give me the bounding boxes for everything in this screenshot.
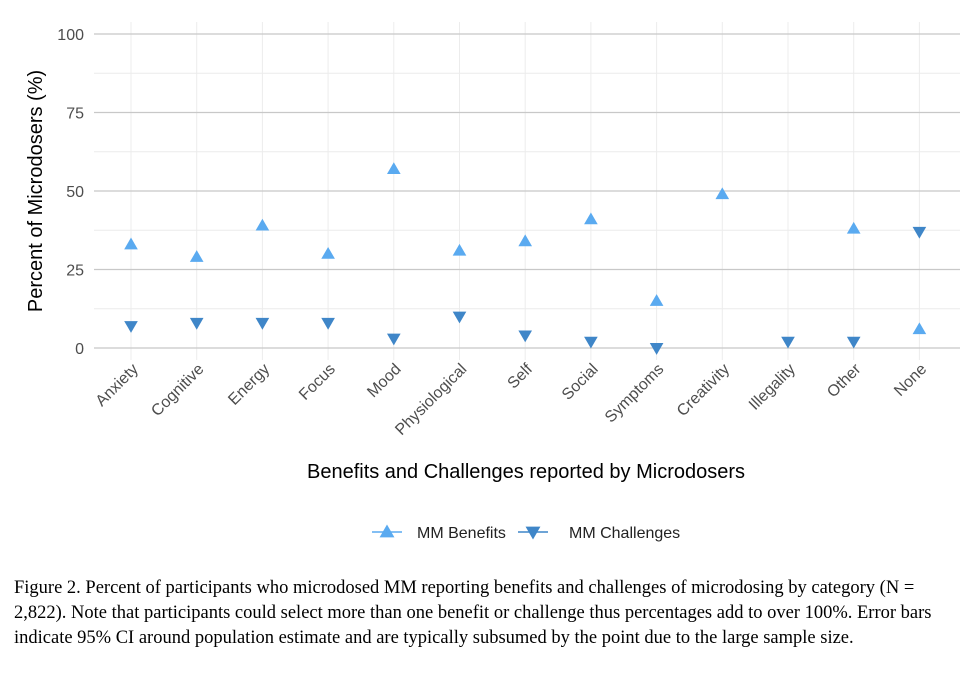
y-tick-label: 75 <box>66 106 84 123</box>
benefit-point <box>189 250 204 262</box>
x-tick-label: Anxiety <box>93 361 142 410</box>
benefit-point <box>584 212 598 225</box>
benefit-point <box>715 187 730 200</box>
y-tick-label: 25 <box>66 263 84 280</box>
grid <box>94 22 960 360</box>
x-tick-label: Mood <box>364 361 404 401</box>
x-tick-label: Symptoms <box>602 361 667 426</box>
challenge-point <box>386 333 401 346</box>
x-tick-label: Social <box>559 361 602 404</box>
challenge-point <box>321 317 335 330</box>
x-tick-label: Focus <box>296 361 339 404</box>
benefit-point <box>124 237 138 250</box>
legend-label: MM Benefits <box>417 525 506 542</box>
benefit-point <box>649 294 664 306</box>
x-axis-title: Benefits and Challenges reported by Micr… <box>307 461 745 483</box>
x-tick-label: Cognitive <box>148 361 207 420</box>
legend: MM Benefits MM Challenges <box>372 524 680 542</box>
benefit-point <box>452 243 467 256</box>
benefit-point <box>846 221 861 234</box>
challenge-point <box>255 317 270 330</box>
x-tick-label: None <box>891 361 930 400</box>
x-tick-label: Other <box>824 360 865 401</box>
challenge-point <box>846 336 861 349</box>
challenge-point <box>124 321 138 333</box>
legend-triangle-down-icon <box>525 526 541 540</box>
challenge-point <box>189 317 204 330</box>
challenge-point <box>518 330 533 343</box>
data-points <box>124 162 927 355</box>
x-tick-label: Self <box>505 360 537 392</box>
y-tick-label: 50 <box>66 184 84 201</box>
x-tick-label: Illegality <box>746 361 799 414</box>
y-tick-label: 100 <box>57 27 84 44</box>
challenge-point <box>452 311 467 324</box>
chart: 0 25 50 75 100 Anxiety Cognitive Energy Focus Mo… <box>25 22 960 542</box>
challenge-point <box>649 343 664 355</box>
benefit-point <box>912 322 927 335</box>
x-tick-label: Creativity <box>674 361 733 420</box>
y-axis-ticks: 0 25 50 75 100 <box>57 27 84 358</box>
x-axis-ticks: Anxiety Cognitive Energy Focus MoodPhysiolog… <box>93 360 931 439</box>
challenge-point <box>584 336 598 349</box>
benefit-point <box>386 162 401 174</box>
y-tick-label: 0 <box>75 341 84 358</box>
benefit-point <box>321 246 335 259</box>
challenge-point <box>781 336 795 349</box>
x-tick-label: Energy <box>225 361 273 409</box>
legend-label: MM Challenges <box>569 525 680 542</box>
legend-triangle-up-icon <box>379 524 395 538</box>
figure-caption: Figure 2. Percent of participants who mi… <box>14 578 932 648</box>
challenge-point <box>912 226 927 239</box>
benefit-point <box>255 218 270 231</box>
benefit-point <box>518 234 533 247</box>
y-axis-title: Percent of Microdosers (%) <box>25 70 47 312</box>
